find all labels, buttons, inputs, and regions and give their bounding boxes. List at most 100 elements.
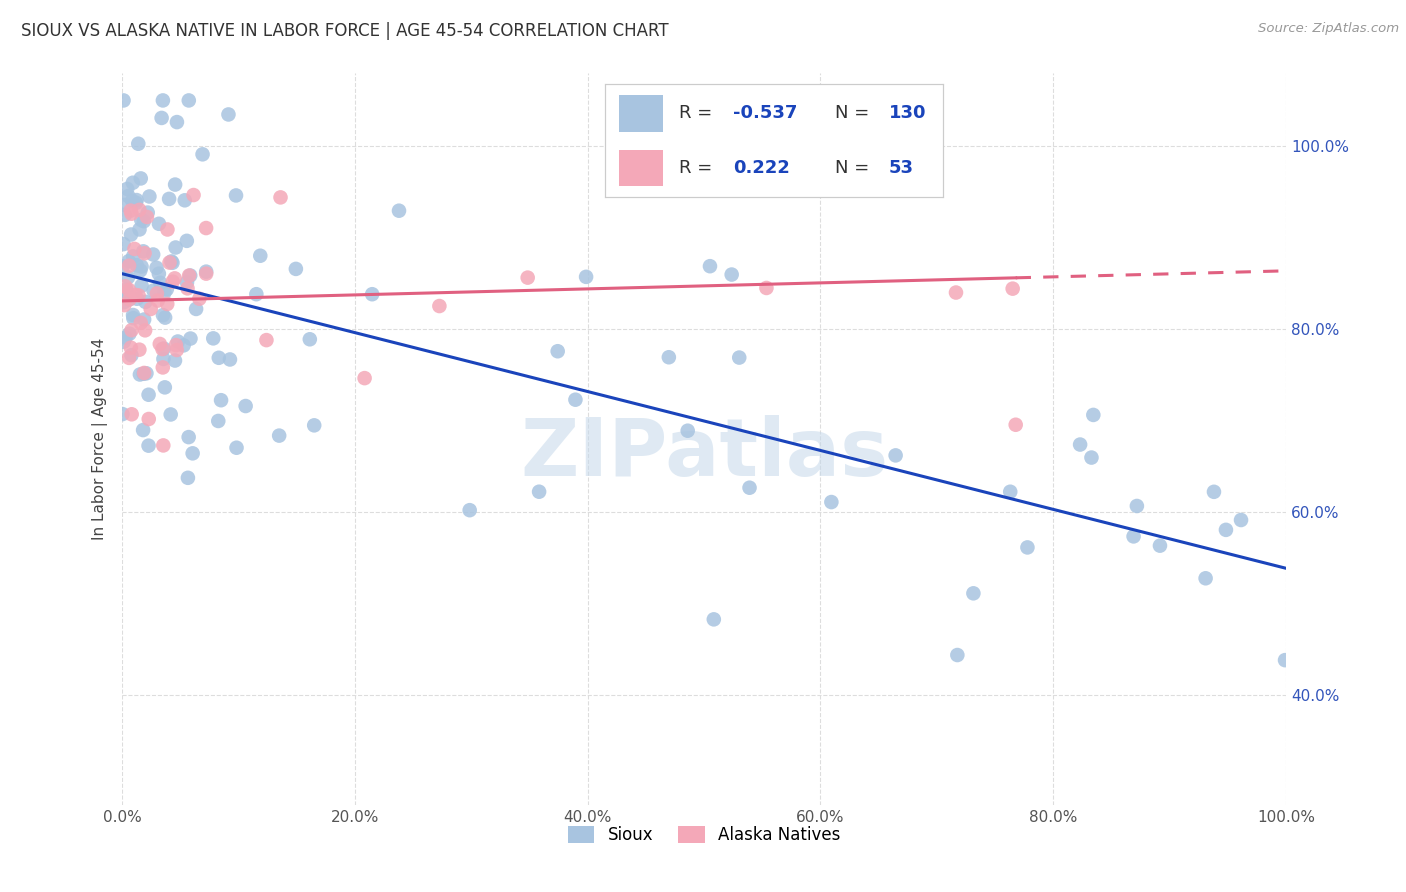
Point: [225, 441, 247, 455]
Text: Source: ZipAtlas.com: Source: ZipAtlas.com: [1258, 22, 1399, 36]
Point: [269, 428, 291, 442]
Point: [353, 371, 375, 385]
Point: [112, 289, 135, 303]
Point: [125, 258, 148, 272]
Point: [755, 281, 778, 295]
Point: [1230, 513, 1253, 527]
Point: [152, 438, 174, 452]
Point: [145, 260, 167, 275]
Point: [128, 343, 150, 357]
Point: [150, 111, 173, 125]
Point: [165, 178, 187, 192]
Point: [820, 495, 842, 509]
Point: [165, 338, 187, 352]
Point: [152, 94, 174, 108]
Point: [162, 275, 184, 289]
Point: [173, 338, 195, 352]
Point: [235, 399, 257, 413]
Point: [183, 188, 205, 202]
Point: [120, 227, 142, 242]
Point: [284, 261, 307, 276]
Point: [245, 287, 267, 301]
Point: [181, 446, 204, 460]
Point: [219, 352, 242, 367]
Point: [121, 323, 143, 337]
Point: [138, 189, 160, 203]
Point: [945, 285, 967, 300]
Point: [112, 237, 135, 252]
Point: [1215, 523, 1237, 537]
Point: [1149, 539, 1171, 553]
Point: [114, 331, 136, 345]
Point: [129, 171, 152, 186]
Point: [115, 182, 138, 196]
Point: [1017, 541, 1039, 555]
Point: [564, 392, 586, 407]
Point: [138, 388, 160, 402]
Point: [195, 267, 218, 281]
Point: [156, 222, 179, 236]
Point: [699, 259, 721, 273]
Point: [160, 254, 183, 268]
Point: [121, 207, 143, 221]
Point: [614, 142, 637, 156]
Point: [121, 407, 143, 421]
Point: [152, 360, 174, 375]
Point: [134, 294, 156, 309]
Point: [738, 481, 761, 495]
Point: [176, 276, 198, 290]
Point: [121, 176, 143, 190]
Point: [118, 351, 141, 365]
Point: [179, 268, 201, 283]
Point: [188, 292, 211, 306]
Point: [153, 380, 176, 394]
Point: [658, 350, 681, 364]
Point: [132, 366, 155, 380]
Point: [132, 244, 155, 259]
Point: [1000, 484, 1022, 499]
Point: [121, 348, 143, 362]
Point: [148, 217, 170, 231]
Point: [575, 269, 598, 284]
Point: [142, 247, 165, 261]
Point: [125, 195, 148, 210]
Point: [209, 393, 232, 408]
Point: [136, 205, 159, 219]
Point: [173, 194, 195, 208]
Point: [256, 333, 278, 347]
Point: [129, 316, 152, 330]
Point: [162, 256, 184, 270]
Point: [148, 267, 170, 281]
Point: [139, 301, 162, 316]
Point: [153, 285, 176, 300]
Point: [124, 288, 146, 302]
Point: [122, 311, 145, 326]
Point: [1122, 529, 1144, 543]
Point: [153, 310, 176, 325]
Point: [720, 268, 742, 282]
Point: [118, 259, 141, 273]
Point: [125, 292, 148, 306]
Text: ZIPatlas: ZIPatlas: [520, 415, 889, 492]
Point: [159, 255, 181, 269]
Point: [1202, 484, 1225, 499]
Point: [962, 586, 984, 600]
Point: [152, 342, 174, 356]
Point: [111, 260, 134, 274]
Point: [728, 351, 751, 365]
Point: [131, 260, 153, 274]
Point: [361, 287, 384, 301]
Point: [118, 293, 141, 307]
Point: [118, 283, 141, 297]
Point: [302, 418, 325, 433]
Point: [429, 299, 451, 313]
Point: [146, 286, 169, 301]
Point: [132, 214, 155, 228]
Point: [177, 94, 200, 108]
Point: [208, 351, 231, 365]
Point: [1001, 282, 1024, 296]
Point: [1080, 450, 1102, 465]
Point: [177, 471, 200, 485]
Point: [176, 234, 198, 248]
Point: [1069, 437, 1091, 451]
